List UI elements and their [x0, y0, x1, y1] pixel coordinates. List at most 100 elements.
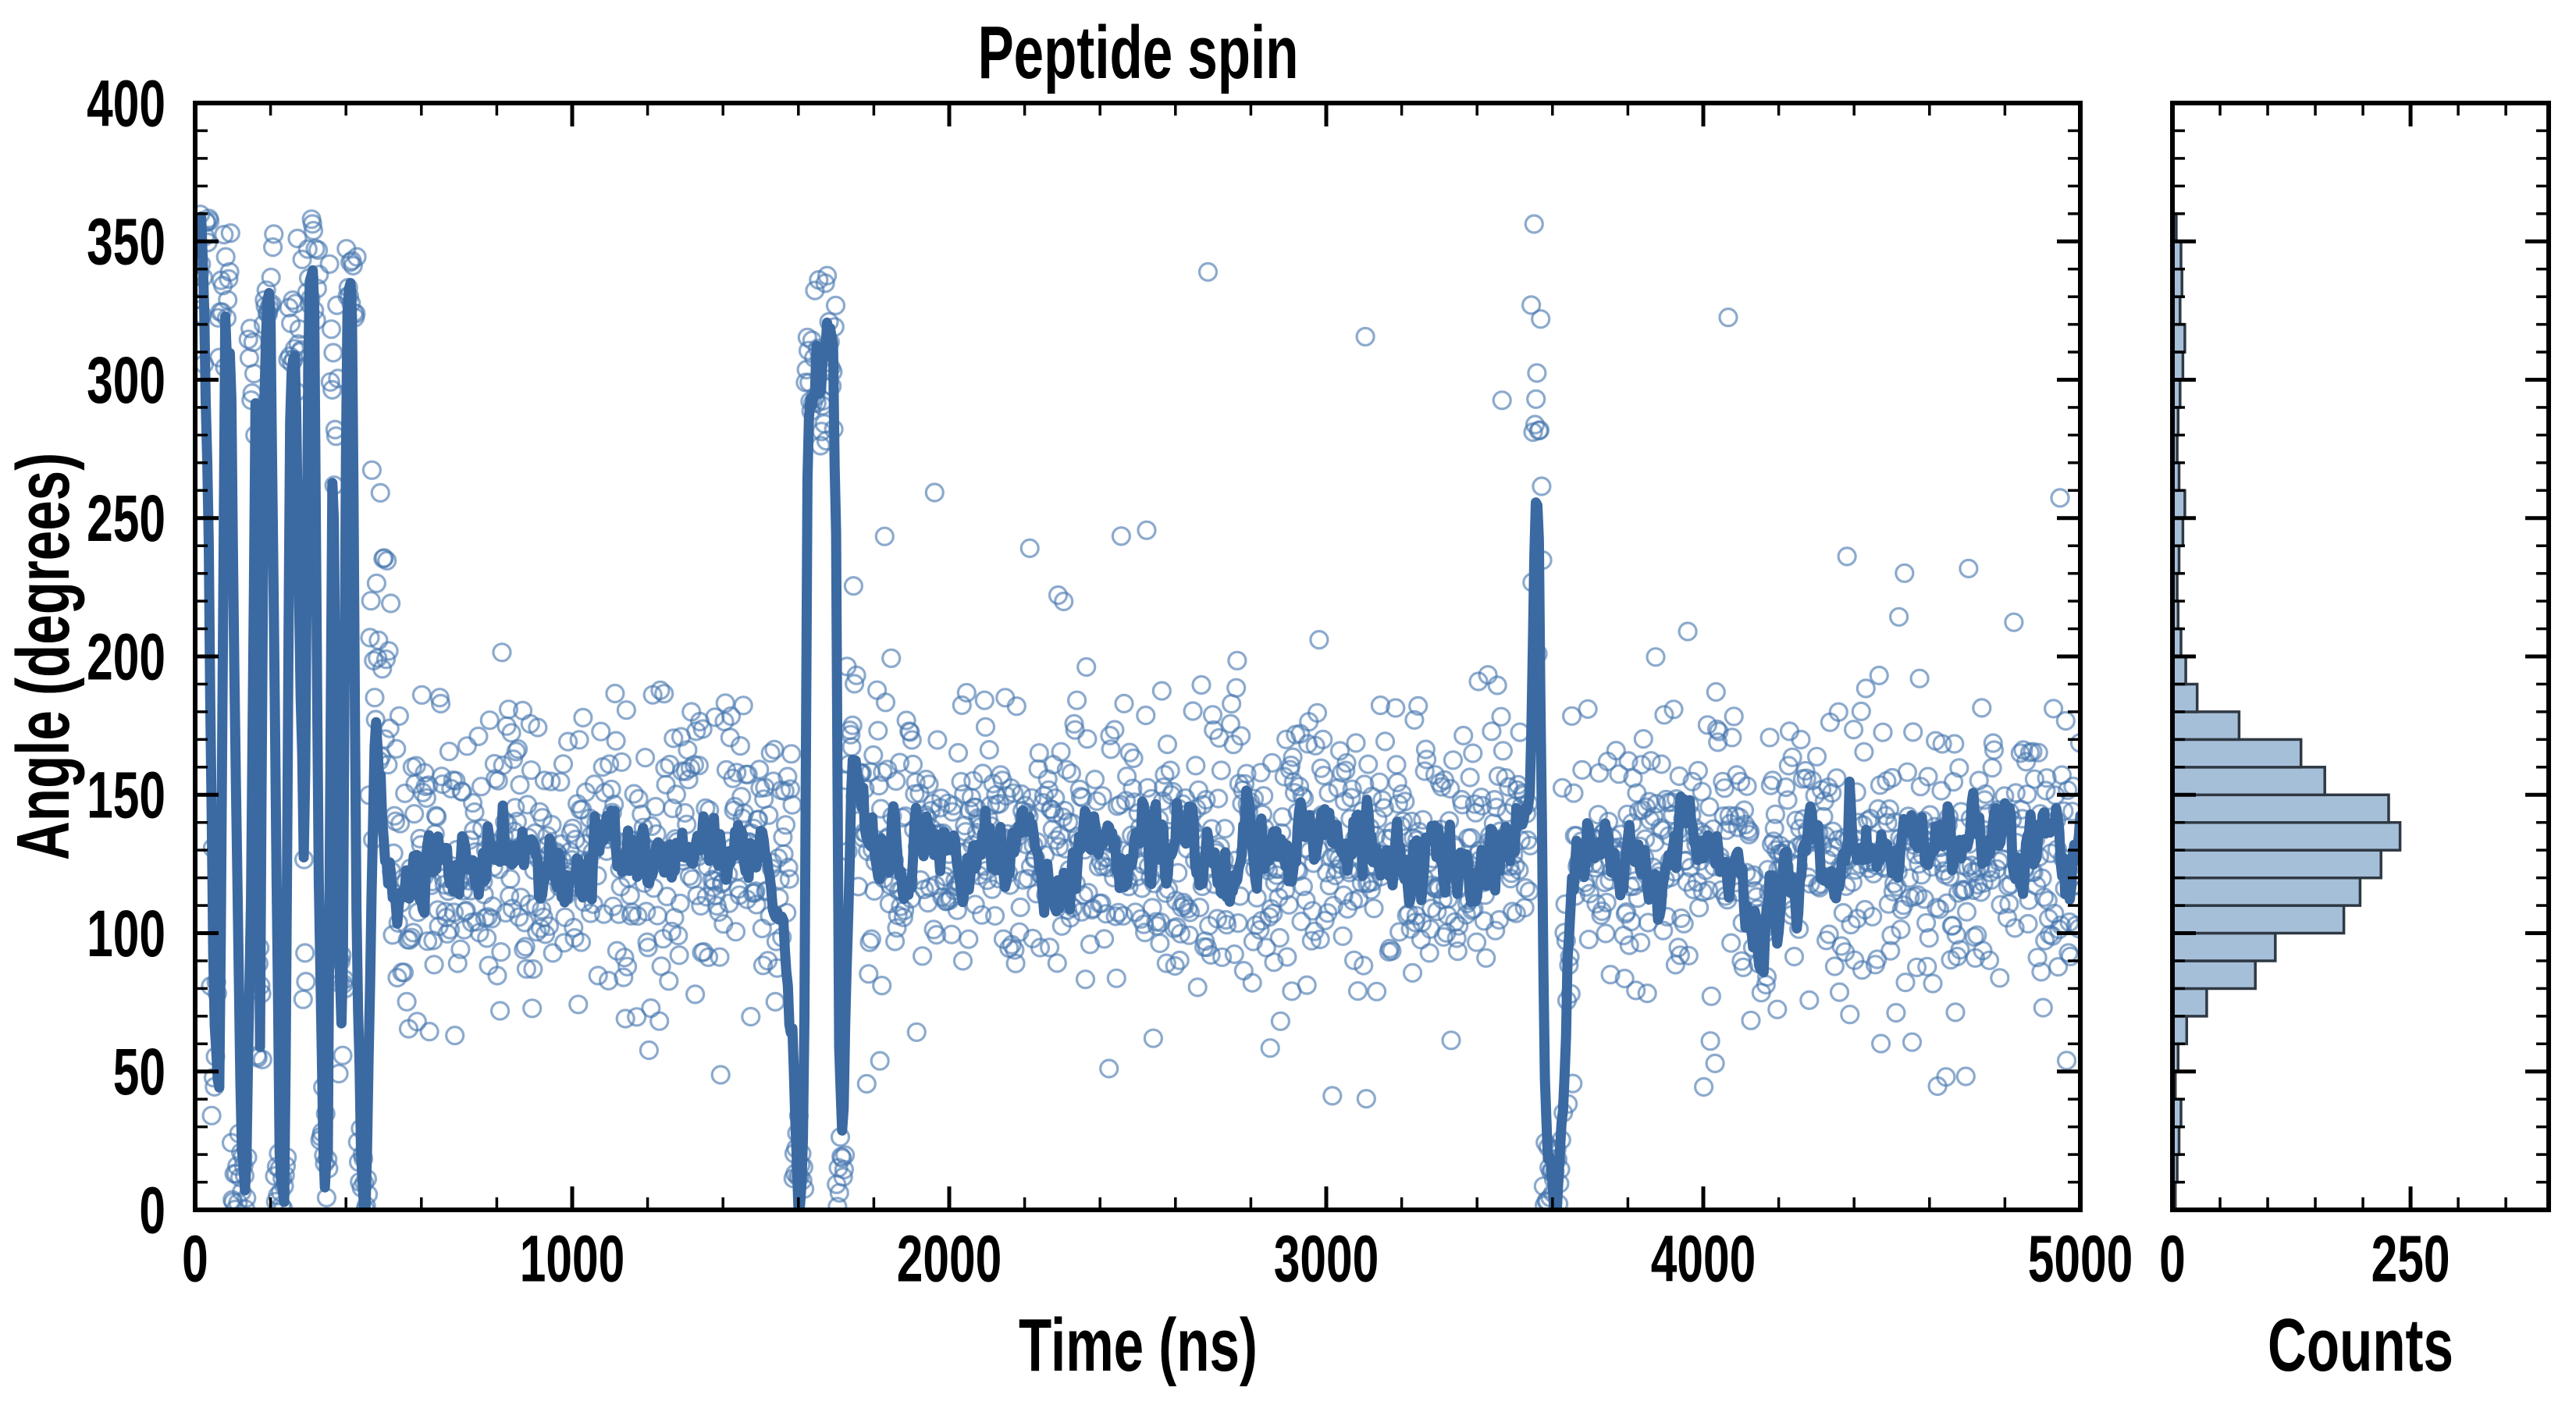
- scatter-point: [1100, 725, 1120, 746]
- scatter-point: [1056, 759, 1076, 780]
- scatter-point: [1236, 763, 1257, 784]
- scatter-point: [1708, 732, 1728, 752]
- scatter-point: [2018, 913, 2038, 934]
- running-average-path: [195, 211, 2080, 1210]
- scatter-point: [906, 1022, 927, 1042]
- scatter-point: [1883, 881, 1903, 902]
- scatter-point: [952, 695, 972, 716]
- scatter-point: [1561, 706, 1582, 726]
- scatter-point: [1224, 944, 1244, 965]
- scatter-point: [302, 214, 322, 234]
- scatter-point: [1374, 798, 1394, 818]
- hist-x-tick-labels: 0 250: [2159, 1222, 2450, 1296]
- scatter-point: [779, 869, 799, 889]
- scatter-point: [1944, 734, 1965, 754]
- hist-bar: [2172, 959, 2257, 991]
- scatter-point: [1844, 720, 1864, 740]
- scatter-point: [1981, 870, 2001, 891]
- scatter-point: [1701, 986, 1721, 1006]
- scatter-point: [1441, 1030, 1461, 1051]
- scatter-point: [884, 931, 906, 951]
- scatter-point: [1897, 762, 1917, 782]
- scatter-point: [834, 1145, 856, 1165]
- scatter-point: [1137, 520, 1157, 540]
- scatter-point: [389, 706, 409, 726]
- scatter-point: [614, 967, 634, 987]
- scatter-point: [1700, 1031, 1720, 1051]
- hist-bar: [2172, 682, 2199, 713]
- scatter-point: [2005, 783, 2026, 803]
- scatter-point: [1863, 906, 1883, 927]
- y-tick-label: 200: [87, 621, 165, 694]
- scatter-point: [297, 239, 318, 259]
- scatter-point: [1259, 907, 1279, 927]
- scatter-point: [1829, 982, 1850, 1002]
- scatter-point: [1277, 947, 1297, 967]
- scatter-point: [295, 943, 315, 963]
- scatter-point: [407, 1012, 428, 1032]
- scatter-point: [1415, 739, 1436, 759]
- scatter-point: [522, 998, 543, 1019]
- scatter-point: [906, 772, 926, 792]
- scatter-point: [1379, 938, 1400, 959]
- scatter-point: [764, 739, 785, 759]
- hist-bar: [2172, 820, 2402, 852]
- scatter-point: [738, 764, 758, 784]
- scatter-point: [1446, 928, 1467, 948]
- scatter-point: [975, 717, 996, 737]
- scatter-point: [1670, 945, 1690, 966]
- scatter-point: [319, 254, 340, 274]
- scatter-point: [1402, 962, 1423, 984]
- scatter-point: [1740, 821, 1760, 842]
- scatter-point: [662, 798, 683, 819]
- scatter-point: [591, 721, 611, 742]
- scatter-point: [615, 1008, 635, 1029]
- scatter-point: [844, 674, 865, 694]
- scatter-point: [1254, 785, 1274, 806]
- scatter-point: [368, 630, 389, 651]
- scatter-point: [492, 642, 512, 663]
- scatter-point: [1005, 953, 1026, 973]
- histogram-panel: 0 250 Counts: [2159, 101, 2551, 1387]
- scatter-point: [959, 929, 979, 949]
- scatter-point: [600, 754, 620, 774]
- scatter-point: [509, 907, 529, 927]
- scatter-point: [1614, 968, 1635, 989]
- scatter-point: [1471, 787, 1492, 808]
- scatter-point: [347, 247, 367, 267]
- scatter-point: [947, 900, 967, 920]
- scatter-point: [1419, 943, 1439, 963]
- scatter-point: [1990, 968, 2010, 988]
- scatter-point: [360, 628, 380, 648]
- scatter-point: [1048, 585, 1069, 606]
- scatter-point: [1208, 788, 1229, 809]
- scatter-point: [553, 754, 574, 774]
- scatter-point: [1045, 788, 1066, 809]
- scatter-point: [1387, 772, 1407, 793]
- scatter-point: [893, 907, 914, 927]
- scatter-point: [1179, 902, 1201, 923]
- scatter-point: [479, 710, 500, 731]
- scatter-point: [1776, 777, 1796, 798]
- scatter-point: [1310, 929, 1330, 950]
- scatter-point: [1631, 755, 1652, 775]
- scatter-point: [1269, 927, 1290, 948]
- scatter-point: [1903, 722, 1923, 742]
- scatter-point: [886, 770, 906, 791]
- scatter-point: [493, 755, 513, 776]
- scatter-point: [1039, 937, 1060, 958]
- scatter-point: [1626, 980, 1646, 1001]
- scatter-point: [1718, 308, 1738, 328]
- scatter-point: [1492, 390, 1512, 411]
- scatter-point: [846, 665, 866, 685]
- scatter-point: [528, 717, 548, 738]
- scatter-point: [1945, 1002, 1966, 1023]
- scatter-point: [1714, 778, 1735, 799]
- scatter-point: [725, 922, 746, 942]
- scatter-point: [541, 771, 561, 791]
- x-axis-label: Time (ns): [1019, 1303, 1258, 1387]
- scatter-point: [1355, 326, 1375, 347]
- scatter-point: [1564, 783, 1584, 803]
- scatter-point: [1491, 706, 1511, 727]
